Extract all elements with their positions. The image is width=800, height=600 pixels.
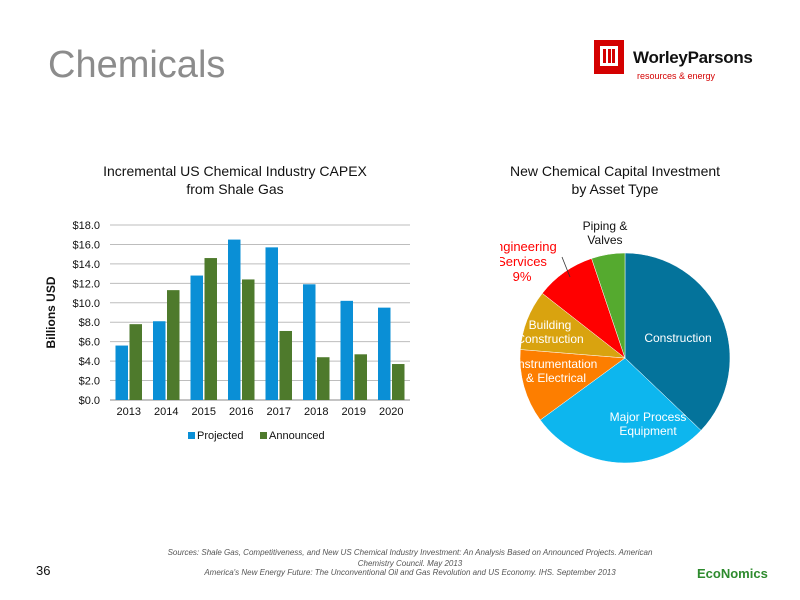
y-tick-label: $8.0 (79, 317, 100, 329)
economics-logo-part-1: Eco (697, 566, 721, 581)
y-tick-label: $16.0 (72, 239, 100, 251)
pie-label-3: Building Construction (516, 318, 583, 346)
pie-slice-0 (624, 252, 731, 431)
economics-logo-part-2: Nomics (720, 566, 768, 581)
pie-label-0: Construction (644, 331, 711, 345)
bar-projected-2015 (190, 275, 203, 400)
legend-label-projected: Projected (197, 430, 243, 442)
source-citation-1-text: Sources: Shale Gas, Competitiveness, and… (167, 548, 653, 568)
bar-chart-title: Incremental US Chemical Industry CAPEX f… (70, 162, 400, 198)
bar-projected-2020 (378, 307, 391, 400)
pie-chart: Construction Major Process Equipment Instru… (500, 219, 731, 464)
x-tick-label: 2020 (379, 406, 403, 418)
x-tick-label: 2016 (229, 406, 253, 418)
pie-label-5: Piping & Valves (583, 219, 628, 247)
source-citation-2: America's New Energy Future: The Unconve… (150, 567, 670, 578)
worleyparsons-mark-icon (594, 40, 624, 74)
pie-slice-2 (519, 349, 626, 421)
bar-announced-2018 (317, 357, 330, 400)
x-tick-label: 2015 (192, 406, 216, 418)
bar-projected-2014 (153, 321, 166, 400)
economics-logo: EcoNomics (697, 566, 768, 581)
y-tick-label: $10.0 (72, 298, 100, 310)
legend-swatch-projected (188, 432, 195, 439)
bar-announced-2017 (279, 330, 292, 400)
source-citation-1: Sources: Shale Gas, Competitiveness, and… (150, 547, 670, 569)
bar-chart: $0.0 $2.0 $4.0 $6.0 $8.0 $10.0 $12.0 $14.0 $16.0… (44, 220, 410, 442)
pie-label-4: EngineeringServices9% (500, 239, 557, 284)
bar-projected-2017 (265, 247, 278, 400)
legend-label-announced: Announced (269, 430, 325, 442)
logo-name: WorleyParsons (633, 48, 753, 67)
x-tick-label: 2013 (117, 406, 141, 418)
pie-slice-1 (539, 357, 702, 464)
y-tick-label: $12.0 (72, 278, 100, 290)
pie-leader-line (561, 256, 571, 278)
bar-projected-2019 (340, 300, 353, 400)
bar-announced-2016 (242, 279, 255, 400)
worleyparsons-logo: WorleyParsons resources & energy (594, 40, 774, 90)
pie-label-1: Major Process Equipment (610, 410, 687, 438)
x-tick-label: 2014 (154, 406, 178, 418)
bar-announced-2019 (354, 354, 367, 400)
pie-label-2: Instrumentation & Electrical (515, 357, 598, 385)
bar-chart-legend: Projected Announced (188, 430, 325, 442)
slide-title: Chemicals (48, 44, 226, 86)
bar-chart-title-line-2: from Shale Gas (186, 181, 284, 197)
y-tick-label: $14.0 (72, 259, 100, 271)
logo-tagline: resources & energy (637, 71, 716, 81)
bar-projected-2013 (115, 345, 128, 400)
legend-swatch-announced (260, 432, 267, 439)
bar-projected-2018 (303, 284, 316, 400)
y-tick-label: $0.0 (79, 395, 100, 407)
bar-chart-title-line-1: Incremental US Chemical Industry CAPEX (103, 163, 367, 179)
source-citation-2-text: America's New Energy Future: The Unconve… (204, 568, 616, 577)
y-axis-label: Billions USD (44, 276, 58, 348)
page-number: 36 (36, 563, 51, 578)
bar-announced-2013 (129, 324, 142, 400)
x-tick-label: 2019 (342, 406, 366, 418)
pie-chart-title: New Chemical Capital Investment by Asset… (455, 162, 775, 198)
y-tick-label: $6.0 (79, 337, 100, 349)
bar-announced-2015 (204, 258, 217, 400)
y-tick-label: $18.0 (72, 220, 100, 232)
pie-chart-title-line-2: by Asset Type (571, 181, 659, 197)
y-tick-label: $4.0 (79, 356, 100, 368)
x-tick-label: 2017 (267, 406, 291, 418)
bar-announced-2014 (167, 290, 180, 400)
bar-announced-2020 (392, 364, 405, 400)
pie-chart-title-line-1: New Chemical Capital Investment (509, 163, 721, 179)
x-tick-label: 2018 (304, 406, 328, 418)
bar-projected-2016 (228, 239, 241, 400)
y-tick-label: $2.0 (79, 376, 100, 388)
pie-slice-5 (591, 252, 626, 359)
